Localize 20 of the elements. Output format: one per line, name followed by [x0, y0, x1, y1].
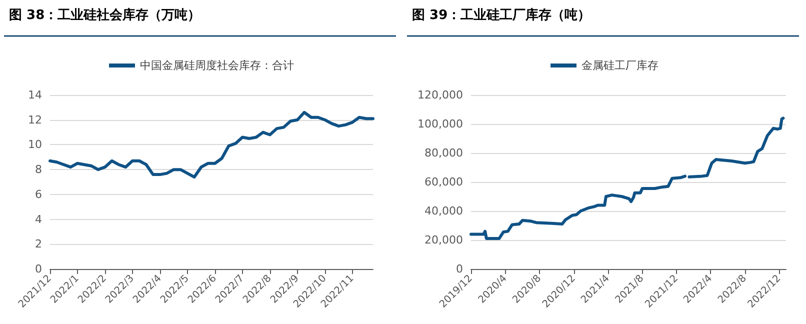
y-tick-label: 80,000	[424, 146, 463, 160]
y-tick-label: 0	[35, 262, 42, 276]
line-series	[48, 110, 374, 179]
legend-label: 金属硅工厂库存	[582, 59, 658, 72]
y-tick-label: 40,000	[424, 204, 463, 218]
y-tick-label: 4	[35, 212, 42, 226]
y-tick-label: 8	[35, 163, 42, 176]
legend-label: 中国金属硅周度社会库存：合计	[140, 59, 294, 72]
y-tick-label: 120,000	[418, 88, 463, 102]
y-tick-label: 10	[28, 138, 42, 152]
chart-title: 图 38：工业硅社会库存（万吨）	[9, 7, 201, 23]
chart-title: 图 39：工业硅工厂库存（吨）	[412, 7, 591, 23]
y-tick-label: 2	[35, 238, 42, 251]
y-tick-label: 60,000	[424, 176, 463, 188]
y-tick-label: 14	[28, 88, 42, 102]
y-tick-label: 20,000	[424, 234, 463, 246]
y-tick-label: 0	[456, 262, 463, 276]
y-tick-label: 12	[28, 113, 42, 126]
y-tick-label: 6	[35, 188, 42, 201]
y-tick-label: 100,000	[418, 118, 463, 130]
